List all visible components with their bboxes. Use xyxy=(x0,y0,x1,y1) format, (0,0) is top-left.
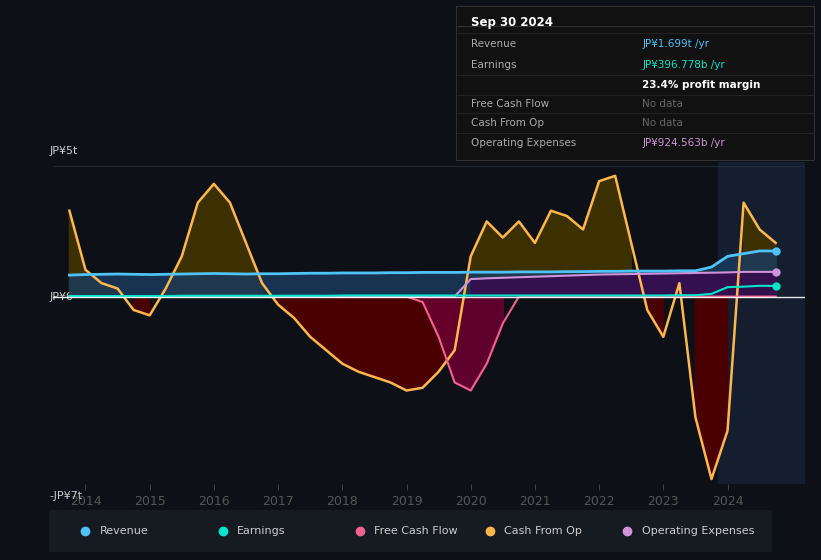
Text: Cash From Op: Cash From Op xyxy=(504,526,582,535)
Text: JP¥0: JP¥0 xyxy=(49,292,74,302)
Text: Operating Expenses: Operating Expenses xyxy=(470,138,576,148)
Text: No data: No data xyxy=(642,118,683,128)
Text: Operating Expenses: Operating Expenses xyxy=(642,526,754,535)
Text: Free Cash Flow: Free Cash Flow xyxy=(470,99,549,109)
Text: Earnings: Earnings xyxy=(470,60,516,70)
Text: Cash From Op: Cash From Op xyxy=(470,118,544,128)
Text: Earnings: Earnings xyxy=(237,526,286,535)
Text: JP¥396.778b /yr: JP¥396.778b /yr xyxy=(642,60,725,70)
Text: Revenue: Revenue xyxy=(470,39,516,49)
Text: -JP¥7t: -JP¥7t xyxy=(49,491,83,501)
Text: JP¥924.563b /yr: JP¥924.563b /yr xyxy=(642,138,725,148)
Text: Free Cash Flow: Free Cash Flow xyxy=(374,526,458,535)
Text: JP¥1.699t /yr: JP¥1.699t /yr xyxy=(642,39,709,49)
Text: Revenue: Revenue xyxy=(100,526,149,535)
Text: Sep 30 2024: Sep 30 2024 xyxy=(470,16,553,29)
Text: 23.4% profit margin: 23.4% profit margin xyxy=(642,80,760,90)
Bar xyxy=(718,162,805,484)
Text: JP¥5t: JP¥5t xyxy=(49,146,78,156)
Text: No data: No data xyxy=(642,99,683,109)
